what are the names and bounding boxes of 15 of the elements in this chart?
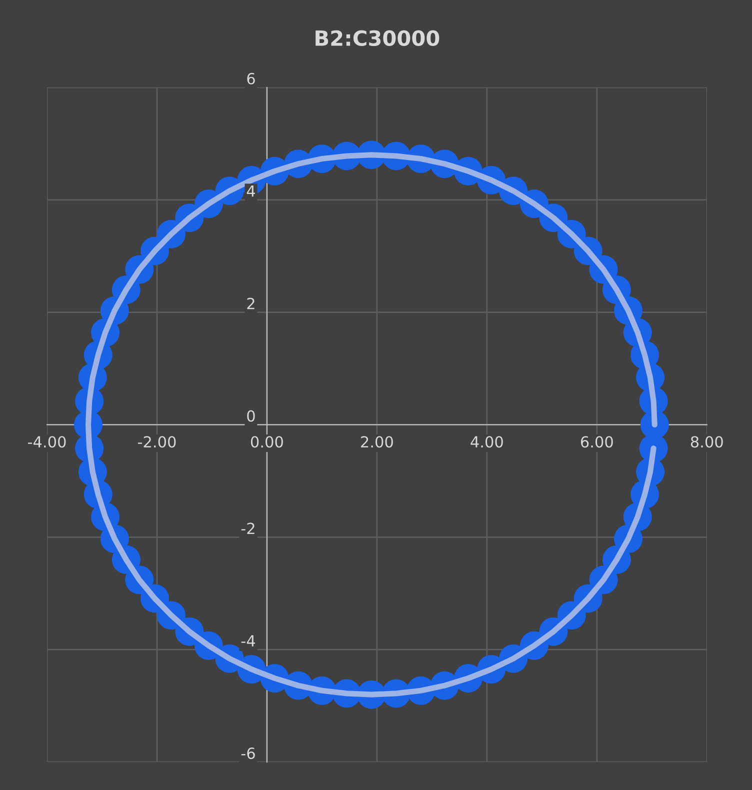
x-tick-label: 4.00 bbox=[470, 436, 503, 448]
x-tick-label: 6.00 bbox=[580, 436, 613, 448]
x-tick-label: -4.00 bbox=[28, 436, 66, 448]
y-tick-label: 6 bbox=[247, 72, 255, 84]
x-tick-label: 0.00 bbox=[250, 436, 283, 448]
y-tick-label: -2 bbox=[241, 522, 254, 534]
y-tick-label: 0 bbox=[247, 410, 255, 422]
x-tick-label: 2.00 bbox=[361, 436, 393, 448]
x-tick-label: 8.00 bbox=[690, 436, 723, 448]
y-tick-label: 4 bbox=[246, 186, 255, 197]
x-tick-label: -2.00 bbox=[138, 436, 176, 448]
y-tick-label: -6 bbox=[241, 748, 255, 760]
y-tick-label: -4 bbox=[241, 635, 255, 646]
chart-title: B2:C30000 bbox=[316, 30, 440, 46]
y-tick-label: 2 bbox=[247, 298, 254, 310]
